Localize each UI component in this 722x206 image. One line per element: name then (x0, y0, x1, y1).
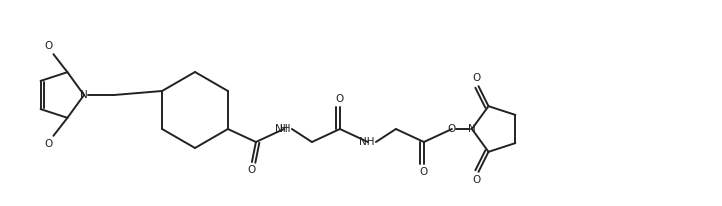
Text: H: H (280, 124, 288, 134)
Text: O: O (472, 73, 481, 83)
Text: N: N (468, 124, 476, 134)
Text: O: O (336, 94, 344, 104)
Text: NH: NH (275, 124, 291, 134)
Text: O: O (472, 175, 481, 185)
Text: O: O (448, 124, 456, 134)
Text: O: O (44, 139, 53, 149)
Text: NH: NH (359, 137, 375, 147)
Text: O: O (248, 165, 256, 175)
Text: N: N (80, 90, 88, 100)
Text: O: O (44, 41, 53, 51)
Text: O: O (419, 167, 428, 177)
